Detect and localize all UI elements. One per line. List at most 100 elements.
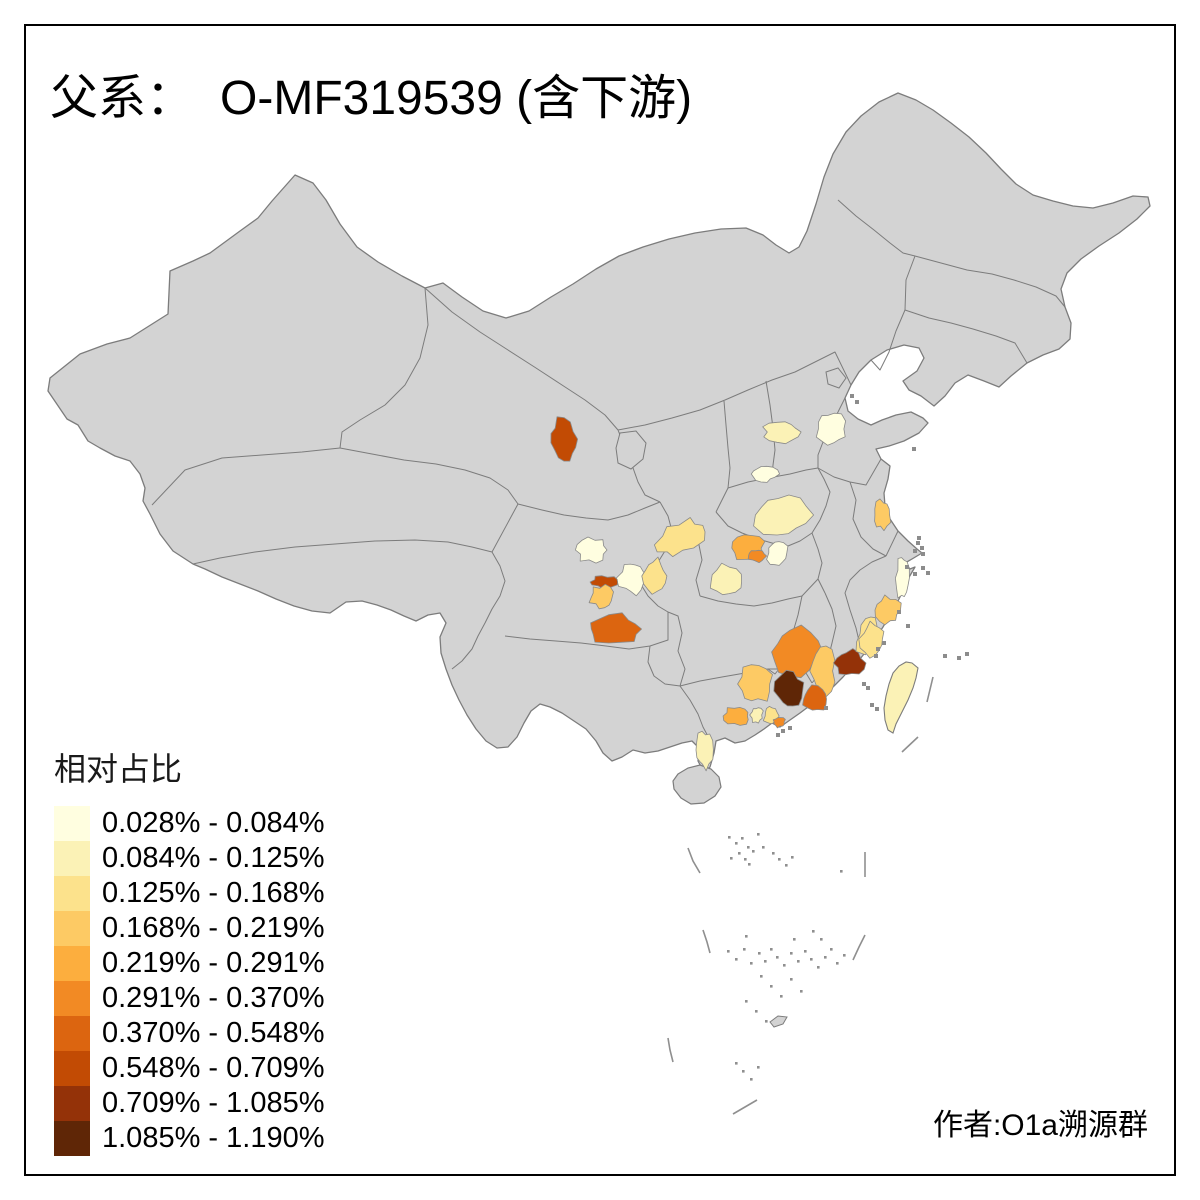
province-border [727, 467, 819, 489]
taiwan-island [883, 661, 919, 734]
islet-arc [687, 847, 701, 874]
title-main: O-MF319539 (含下游) [220, 72, 693, 125]
urban-area-speck [882, 641, 886, 645]
map-region-class-4 [809, 645, 836, 698]
map-region-class-1 [575, 536, 608, 564]
province-border [699, 578, 819, 607]
legend-row: 0.168% - 0.219% [54, 911, 324, 946]
urban-area-speck [916, 541, 920, 545]
urban-area-speck [920, 546, 924, 550]
sea-islet-speck [745, 935, 748, 938]
page-title: 父系： O-MF319539 (含下游) [50, 58, 692, 128]
sea-islet-speck [743, 948, 746, 951]
legend-swatch-10 [54, 1121, 90, 1156]
map-region-class-3 [641, 556, 668, 595]
map-region-class-7 [590, 612, 642, 644]
islet-arc [667, 1037, 674, 1063]
sea-islet-speck [820, 938, 823, 941]
sea-islet-speck [744, 858, 747, 861]
legend-swatch-9 [54, 1086, 90, 1121]
map-region-class-4 [874, 594, 902, 626]
sea-islet-speck [757, 833, 760, 836]
urban-area-speck [921, 566, 925, 570]
legend-swatch-8 [54, 1051, 90, 1086]
sea-islet-speck [790, 952, 793, 955]
urban-area-speck [876, 647, 880, 651]
sea-islet-speck [764, 960, 767, 963]
sea-islet-speck [765, 1020, 768, 1023]
province-border [424, 287, 619, 431]
sea-islet-speck [843, 954, 846, 957]
legend-row: 0.370% - 0.548% [54, 1016, 324, 1051]
islet-arc [852, 934, 866, 961]
islet-arc [901, 736, 919, 753]
legend-row: 0.548% - 0.709% [54, 1051, 324, 1086]
urban-area-speck [850, 394, 854, 398]
sea-islet-speck [760, 975, 763, 978]
map-region-class-8 [550, 416, 578, 462]
sea-islet-speck [793, 938, 796, 941]
map-region-class-2 [709, 562, 742, 596]
sea-islet-speck [812, 930, 815, 933]
map-region-class-8 [589, 575, 618, 589]
province-border [904, 309, 1028, 364]
legend-label: 0.028% - 0.084% [102, 807, 325, 839]
province-border [504, 612, 669, 650]
urban-area-speck [824, 706, 828, 710]
urban-area-speck [957, 656, 961, 660]
islet-arc [702, 929, 711, 954]
province-border [339, 447, 519, 505]
sea-islet-speck [748, 863, 751, 866]
urban-area-speck [943, 654, 947, 658]
sea-islet-speck [727, 950, 730, 953]
map-region-class-2 [753, 494, 814, 536]
province-border [667, 611, 686, 687]
map-region-class-1 [766, 541, 789, 566]
sea-islet-speck [830, 948, 833, 951]
hainan-island [672, 764, 722, 805]
urban-area-speck [855, 400, 859, 404]
province-border-loop [615, 430, 647, 470]
legend-row: 0.084% - 0.125% [54, 841, 324, 876]
province-border [885, 530, 899, 557]
province-border [870, 255, 916, 371]
author-credit: 作者:O1a溯源群 [932, 1109, 1148, 1142]
sea-islet-speck [791, 856, 794, 859]
sea-islet-speck [750, 962, 753, 965]
sea-islet-speck [755, 1010, 758, 1013]
sea-islet-speck [836, 962, 839, 965]
sea-islet-speck [735, 842, 738, 845]
urban-area-speck [913, 549, 917, 553]
sea-islet-speck [745, 1000, 748, 1003]
legend-label: 0.125% - 0.168% [102, 877, 325, 909]
province-border [151, 287, 429, 506]
province-border [491, 503, 519, 553]
urban-area-speck [926, 571, 930, 575]
urban-area-speck [862, 682, 866, 686]
sea-islet-speck [758, 952, 761, 955]
sea-islet-speck [780, 995, 783, 998]
map-region-class-4 [588, 583, 614, 610]
province-border [837, 199, 916, 257]
legend-swatch-1 [54, 806, 90, 841]
legend: 相对占比 0.028% - 0.084% 0.084% - 0.125% 0.125… [54, 744, 324, 1156]
sea-islet-speck [778, 858, 781, 861]
map-region-class-6 [771, 624, 824, 679]
urban-area-speck [870, 703, 874, 707]
sea-islet-speck [735, 1062, 738, 1065]
sea-islet-speck [785, 864, 788, 867]
urban-area-speck [788, 726, 792, 730]
legend-row: 0.028% - 0.084% [54, 806, 324, 841]
urban-area-speck [897, 610, 901, 614]
province-border-loop [825, 367, 847, 389]
islet-arc [926, 676, 934, 703]
legend-row: 0.219% - 0.291% [54, 946, 324, 981]
urban-area-speck [905, 565, 909, 569]
legend-row: 0.125% - 0.168% [54, 876, 324, 911]
map-region-class-1 [616, 563, 649, 597]
legend-label: 0.548% - 0.709% [102, 1052, 325, 1084]
sea-islet-speck [747, 846, 750, 849]
legend-row: 0.291% - 0.370% [54, 981, 324, 1016]
